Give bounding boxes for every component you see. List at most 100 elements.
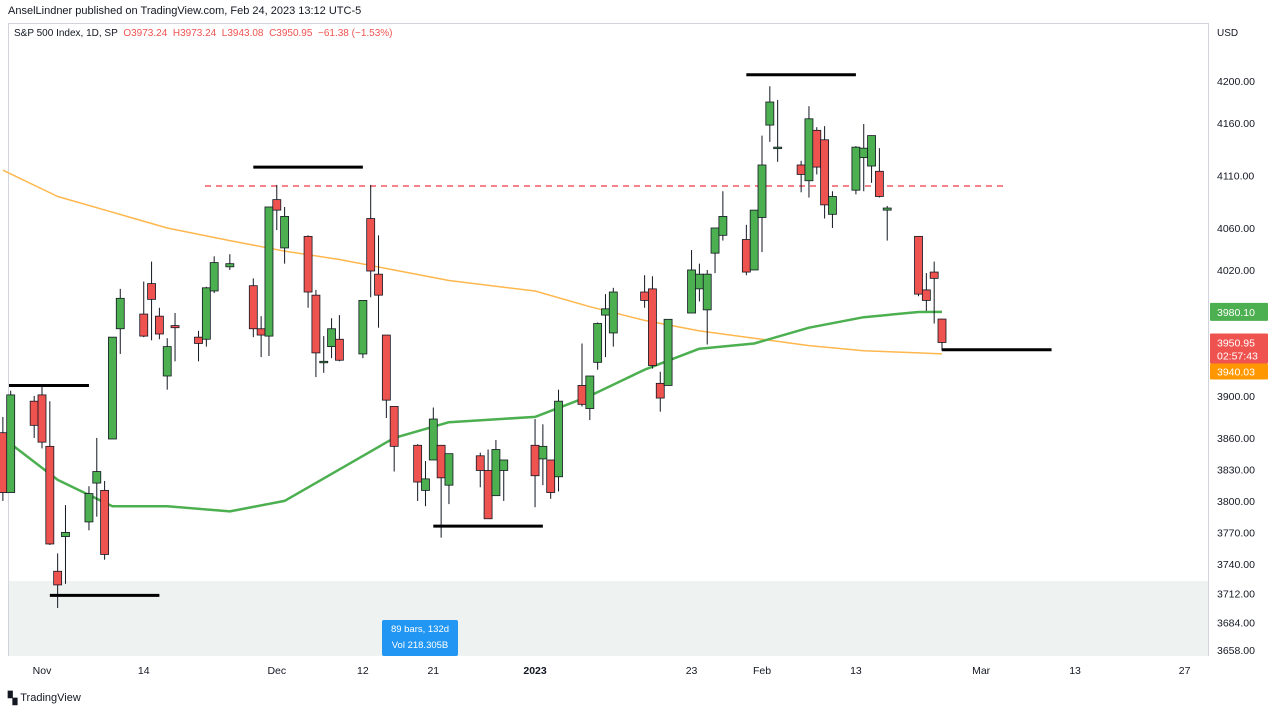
candle-body [311, 294, 321, 354]
candle[interactable] [694, 263, 704, 302]
candle[interactable] [84, 486, 94, 531]
candle[interactable] [194, 330, 203, 362]
lower-shade-band [9, 581, 1208, 656]
candle[interactable] [718, 191, 728, 241]
candle[interactable] [319, 336, 329, 373]
candle[interactable] [820, 126, 830, 219]
candle[interactable] [381, 334, 391, 418]
candle[interactable] [37, 384, 47, 449]
candle[interactable] [538, 424, 548, 486]
candle[interactable] [139, 281, 149, 338]
candle-body [585, 375, 595, 409]
candle-body [702, 273, 712, 311]
candle[interactable] [608, 287, 618, 347]
candle[interactable] [483, 449, 493, 520]
candle[interactable] [264, 206, 274, 357]
candle[interactable] [921, 273, 931, 311]
candle[interactable] [914, 235, 923, 297]
candle[interactable] [303, 235, 313, 308]
candle[interactable] [45, 401, 55, 546]
candle[interactable] [882, 205, 892, 241]
candle[interactable] [499, 459, 509, 501]
candle[interactable] [0, 416, 8, 501]
candle[interactable] [100, 480, 110, 560]
candle-body [92, 471, 102, 484]
candle[interactable] [749, 209, 759, 271]
candle[interactable] [593, 322, 603, 370]
candle[interactable] [710, 227, 720, 274]
candle[interactable] [687, 250, 696, 314]
candle[interactable] [475, 452, 485, 488]
candle[interactable] [546, 459, 556, 499]
candle[interactable] [256, 316, 266, 358]
publisher-info: AnselLindner published on TradingView.co… [8, 5, 362, 17]
candle[interactable] [358, 300, 368, 359]
candle[interactable] [812, 127, 822, 175]
candle[interactable] [421, 461, 430, 507]
candle[interactable] [937, 318, 947, 351]
candle[interactable] [225, 254, 235, 270]
candle[interactable] [804, 106, 814, 198]
x-tick-label: 12 [357, 665, 369, 677]
candle[interactable] [773, 99, 783, 162]
candle[interactable] [702, 269, 712, 345]
candle[interactable] [663, 318, 673, 386]
candle[interactable] [929, 261, 939, 324]
candle[interactable] [577, 343, 587, 407]
candle[interactable] [530, 419, 540, 508]
candle[interactable] [436, 444, 446, 538]
candle[interactable] [374, 235, 383, 328]
candle[interactable] [108, 336, 117, 440]
candle[interactable] [209, 256, 219, 294]
candle[interactable] [585, 375, 595, 421]
candles [0, 86, 947, 609]
candle[interactable] [655, 371, 665, 412]
tradingview-logo[interactable]: ▚ TradingView [8, 691, 81, 705]
candle[interactable] [828, 191, 837, 228]
candle[interactable] [874, 148, 884, 198]
candle[interactable] [413, 444, 423, 501]
candle-body [421, 478, 430, 491]
candle[interactable] [640, 275, 650, 308]
candle[interactable] [311, 289, 321, 378]
candle[interactable] [61, 505, 70, 584]
candle[interactable] [796, 160, 806, 193]
candle[interactable] [201, 286, 211, 347]
candle[interactable] [648, 276, 657, 369]
candle[interactable] [272, 184, 282, 231]
candle[interactable] [601, 294, 610, 358]
candle[interactable] [162, 338, 172, 390]
candle[interactable] [248, 278, 258, 338]
sma-long-line [2, 169, 943, 355]
candle[interactable] [147, 261, 156, 341]
candle[interactable] [851, 146, 861, 195]
candle[interactable] [92, 437, 102, 517]
candle[interactable] [327, 318, 336, 359]
candle[interactable] [280, 206, 290, 264]
candle[interactable] [554, 389, 563, 492]
candle[interactable] [29, 395, 39, 438]
candle[interactable] [444, 453, 454, 505]
candle-body [749, 209, 759, 271]
candle[interactable] [867, 135, 876, 183]
candle[interactable] [154, 307, 164, 340]
candle[interactable] [53, 553, 63, 609]
candle-body [710, 227, 720, 254]
candle[interactable] [757, 135, 767, 253]
candle[interactable] [428, 407, 438, 461]
candle-body [29, 400, 39, 426]
candle[interactable] [366, 184, 376, 298]
candle[interactable] [334, 315, 344, 362]
candle[interactable] [491, 440, 501, 497]
candle-body [577, 385, 587, 405]
candle[interactable] [389, 406, 399, 472]
candle[interactable] [170, 313, 180, 362]
candle[interactable] [765, 86, 775, 142]
candle[interactable] [859, 124, 869, 192]
candle-body [45, 445, 55, 545]
candle[interactable] [6, 390, 16, 493]
candle[interactable] [741, 224, 751, 276]
candle[interactable] [115, 288, 125, 354]
currency-label[interactable]: USD [1217, 28, 1239, 39]
